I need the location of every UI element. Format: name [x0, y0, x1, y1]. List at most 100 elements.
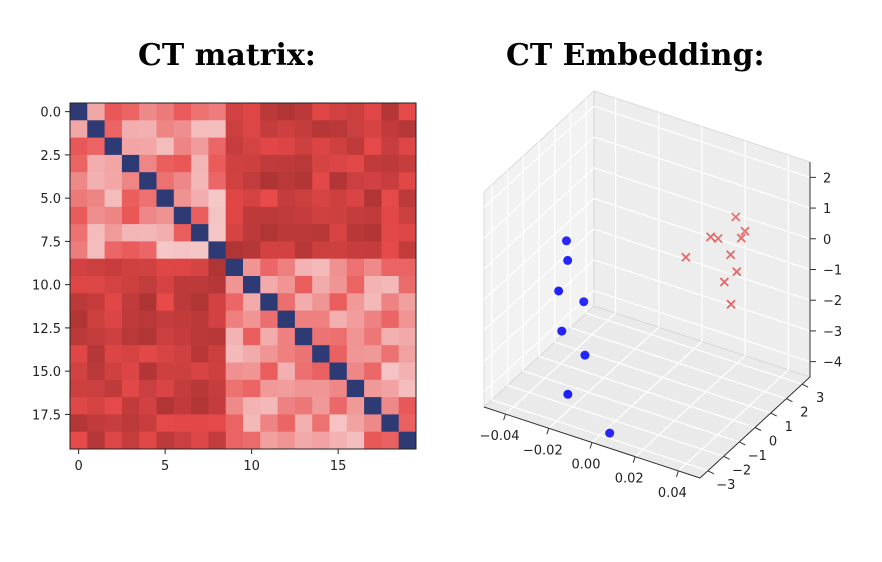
heatmap-cell	[139, 397, 157, 415]
heatmap-cell	[329, 414, 348, 433]
heatmap-cell	[225, 172, 244, 190]
heatmap-cell	[225, 345, 244, 363]
heatmap-cell	[364, 258, 382, 277]
heatmap-cell	[294, 431, 313, 450]
z-tick-label: −4	[823, 356, 842, 371]
y-tick-label: −3	[716, 478, 735, 493]
heatmap-cell	[191, 103, 209, 121]
heatmap-cell	[173, 345, 192, 363]
heatmap-cell	[70, 414, 88, 433]
heatmap-cell	[381, 241, 400, 260]
heatmap-cell	[87, 414, 106, 433]
heatmap-cell	[191, 120, 209, 139]
heatmap-cell	[225, 103, 244, 121]
heatmap-cell	[173, 258, 192, 277]
heatmap-cell	[364, 137, 382, 156]
heatmap-cell	[243, 345, 261, 363]
heatmap-cell	[312, 154, 330, 173]
heatmap-cell	[260, 379, 279, 398]
heatmap-cell	[191, 206, 209, 225]
heatmap-cell	[346, 206, 365, 225]
heatmap-cell	[260, 241, 279, 260]
heatmap-cell	[139, 154, 157, 173]
heatmap-cell	[294, 258, 313, 277]
heatmap-cell	[191, 310, 209, 329]
heatmap-cell	[191, 327, 209, 346]
x-tick-mark	[503, 413, 507, 421]
y-tick-mark	[739, 441, 746, 446]
heatmap-cell	[225, 327, 244, 346]
heatmap-cell	[277, 154, 296, 173]
heatmap-cell	[346, 276, 365, 294]
heatmap-cell	[87, 276, 106, 294]
heatmap-cell	[87, 172, 106, 190]
y-tick-label: 3	[816, 391, 824, 406]
heatmap-cell	[70, 397, 88, 415]
scatter-point	[719, 277, 730, 287]
heatmap-cell	[381, 276, 400, 294]
heatmap-cell	[156, 431, 175, 450]
y-tick-label: 10.0	[32, 279, 61, 294]
heatmap-cell	[225, 414, 244, 433]
heatmap-cell	[346, 310, 365, 329]
heatmap-cell	[225, 224, 244, 242]
heatmap-cell	[139, 224, 157, 242]
heatmap-cell	[191, 189, 209, 208]
heatmap-cell	[243, 137, 261, 156]
heatmap-cell	[225, 310, 244, 329]
heatmap-cell	[121, 189, 140, 208]
heatmap-cell	[329, 137, 348, 156]
heatmap-cell	[87, 397, 106, 415]
heatmap-cell	[260, 172, 279, 190]
heatmap-cell	[329, 206, 348, 225]
heatmap-cell	[294, 206, 313, 225]
heatmap-cell	[156, 172, 175, 190]
heatmap-cell	[104, 431, 123, 450]
heatmap-cell	[208, 327, 227, 346]
heatmap-cell	[225, 379, 244, 398]
heatmap-cell	[70, 276, 88, 294]
heatmap-cell	[346, 345, 365, 363]
heatmap-cell	[173, 310, 192, 329]
heatmap-cell	[104, 154, 123, 173]
heatmap-cell	[156, 137, 175, 156]
heatmap-cell	[208, 206, 227, 225]
x-tick-label: −0.04	[480, 429, 520, 444]
heatmap-cell	[191, 379, 209, 398]
heatmap-cell	[87, 293, 106, 312]
heatmap-cell	[121, 103, 140, 121]
heatmap-cell	[364, 379, 382, 398]
grid-line	[593, 290, 811, 363]
heatmap-cell	[243, 206, 261, 225]
heatmap-cell	[329, 293, 348, 312]
heatmap-cell	[364, 206, 382, 225]
heatmap-cell	[70, 103, 88, 121]
heatmap-cell	[294, 397, 313, 415]
heatmap-cell	[121, 137, 140, 156]
heatmap-cell	[329, 310, 348, 329]
heatmap-cell	[381, 345, 400, 363]
grid-line	[593, 136, 811, 209]
heatmap-cell	[87, 327, 106, 346]
scatter-point	[713, 233, 723, 244]
embedding-title: CT Embedding:	[506, 38, 765, 73]
y-tick-mark	[754, 427, 762, 431]
heatmap-cell	[277, 293, 296, 312]
heatmap-cell	[139, 379, 157, 398]
heatmap-cell	[346, 379, 365, 398]
heatmap-cell	[70, 189, 88, 208]
heatmap-cell	[191, 137, 209, 156]
heatmap-cell	[329, 345, 348, 363]
grid-line	[483, 290, 595, 393]
heatmap-cell	[104, 327, 123, 346]
heatmap-cell	[104, 103, 123, 121]
heatmap-cell	[277, 103, 296, 121]
heatmap-cell	[346, 241, 365, 260]
heatmap-cell	[277, 224, 296, 242]
scatter-point	[732, 267, 742, 277]
heatmap-cell	[312, 224, 330, 242]
heatmap-cell	[312, 397, 330, 415]
heatmap-cell	[312, 241, 330, 260]
heatmap-cell	[156, 276, 175, 294]
x-tick-mark	[589, 442, 593, 449]
